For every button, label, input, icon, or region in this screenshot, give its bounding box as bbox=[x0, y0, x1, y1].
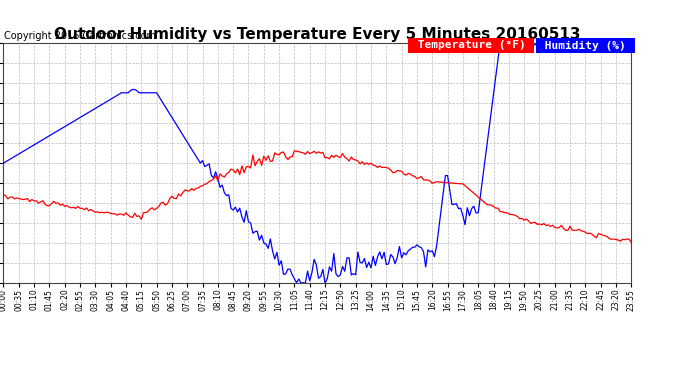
Title: Outdoor Humidity vs Temperature Every 5 Minutes 20160513: Outdoor Humidity vs Temperature Every 5 … bbox=[54, 27, 581, 42]
Text: Temperature (°F): Temperature (°F) bbox=[411, 40, 532, 51]
Text: Humidity (%): Humidity (%) bbox=[538, 40, 633, 51]
Text: Copyright 2016 Cartronics.com: Copyright 2016 Cartronics.com bbox=[4, 31, 156, 41]
